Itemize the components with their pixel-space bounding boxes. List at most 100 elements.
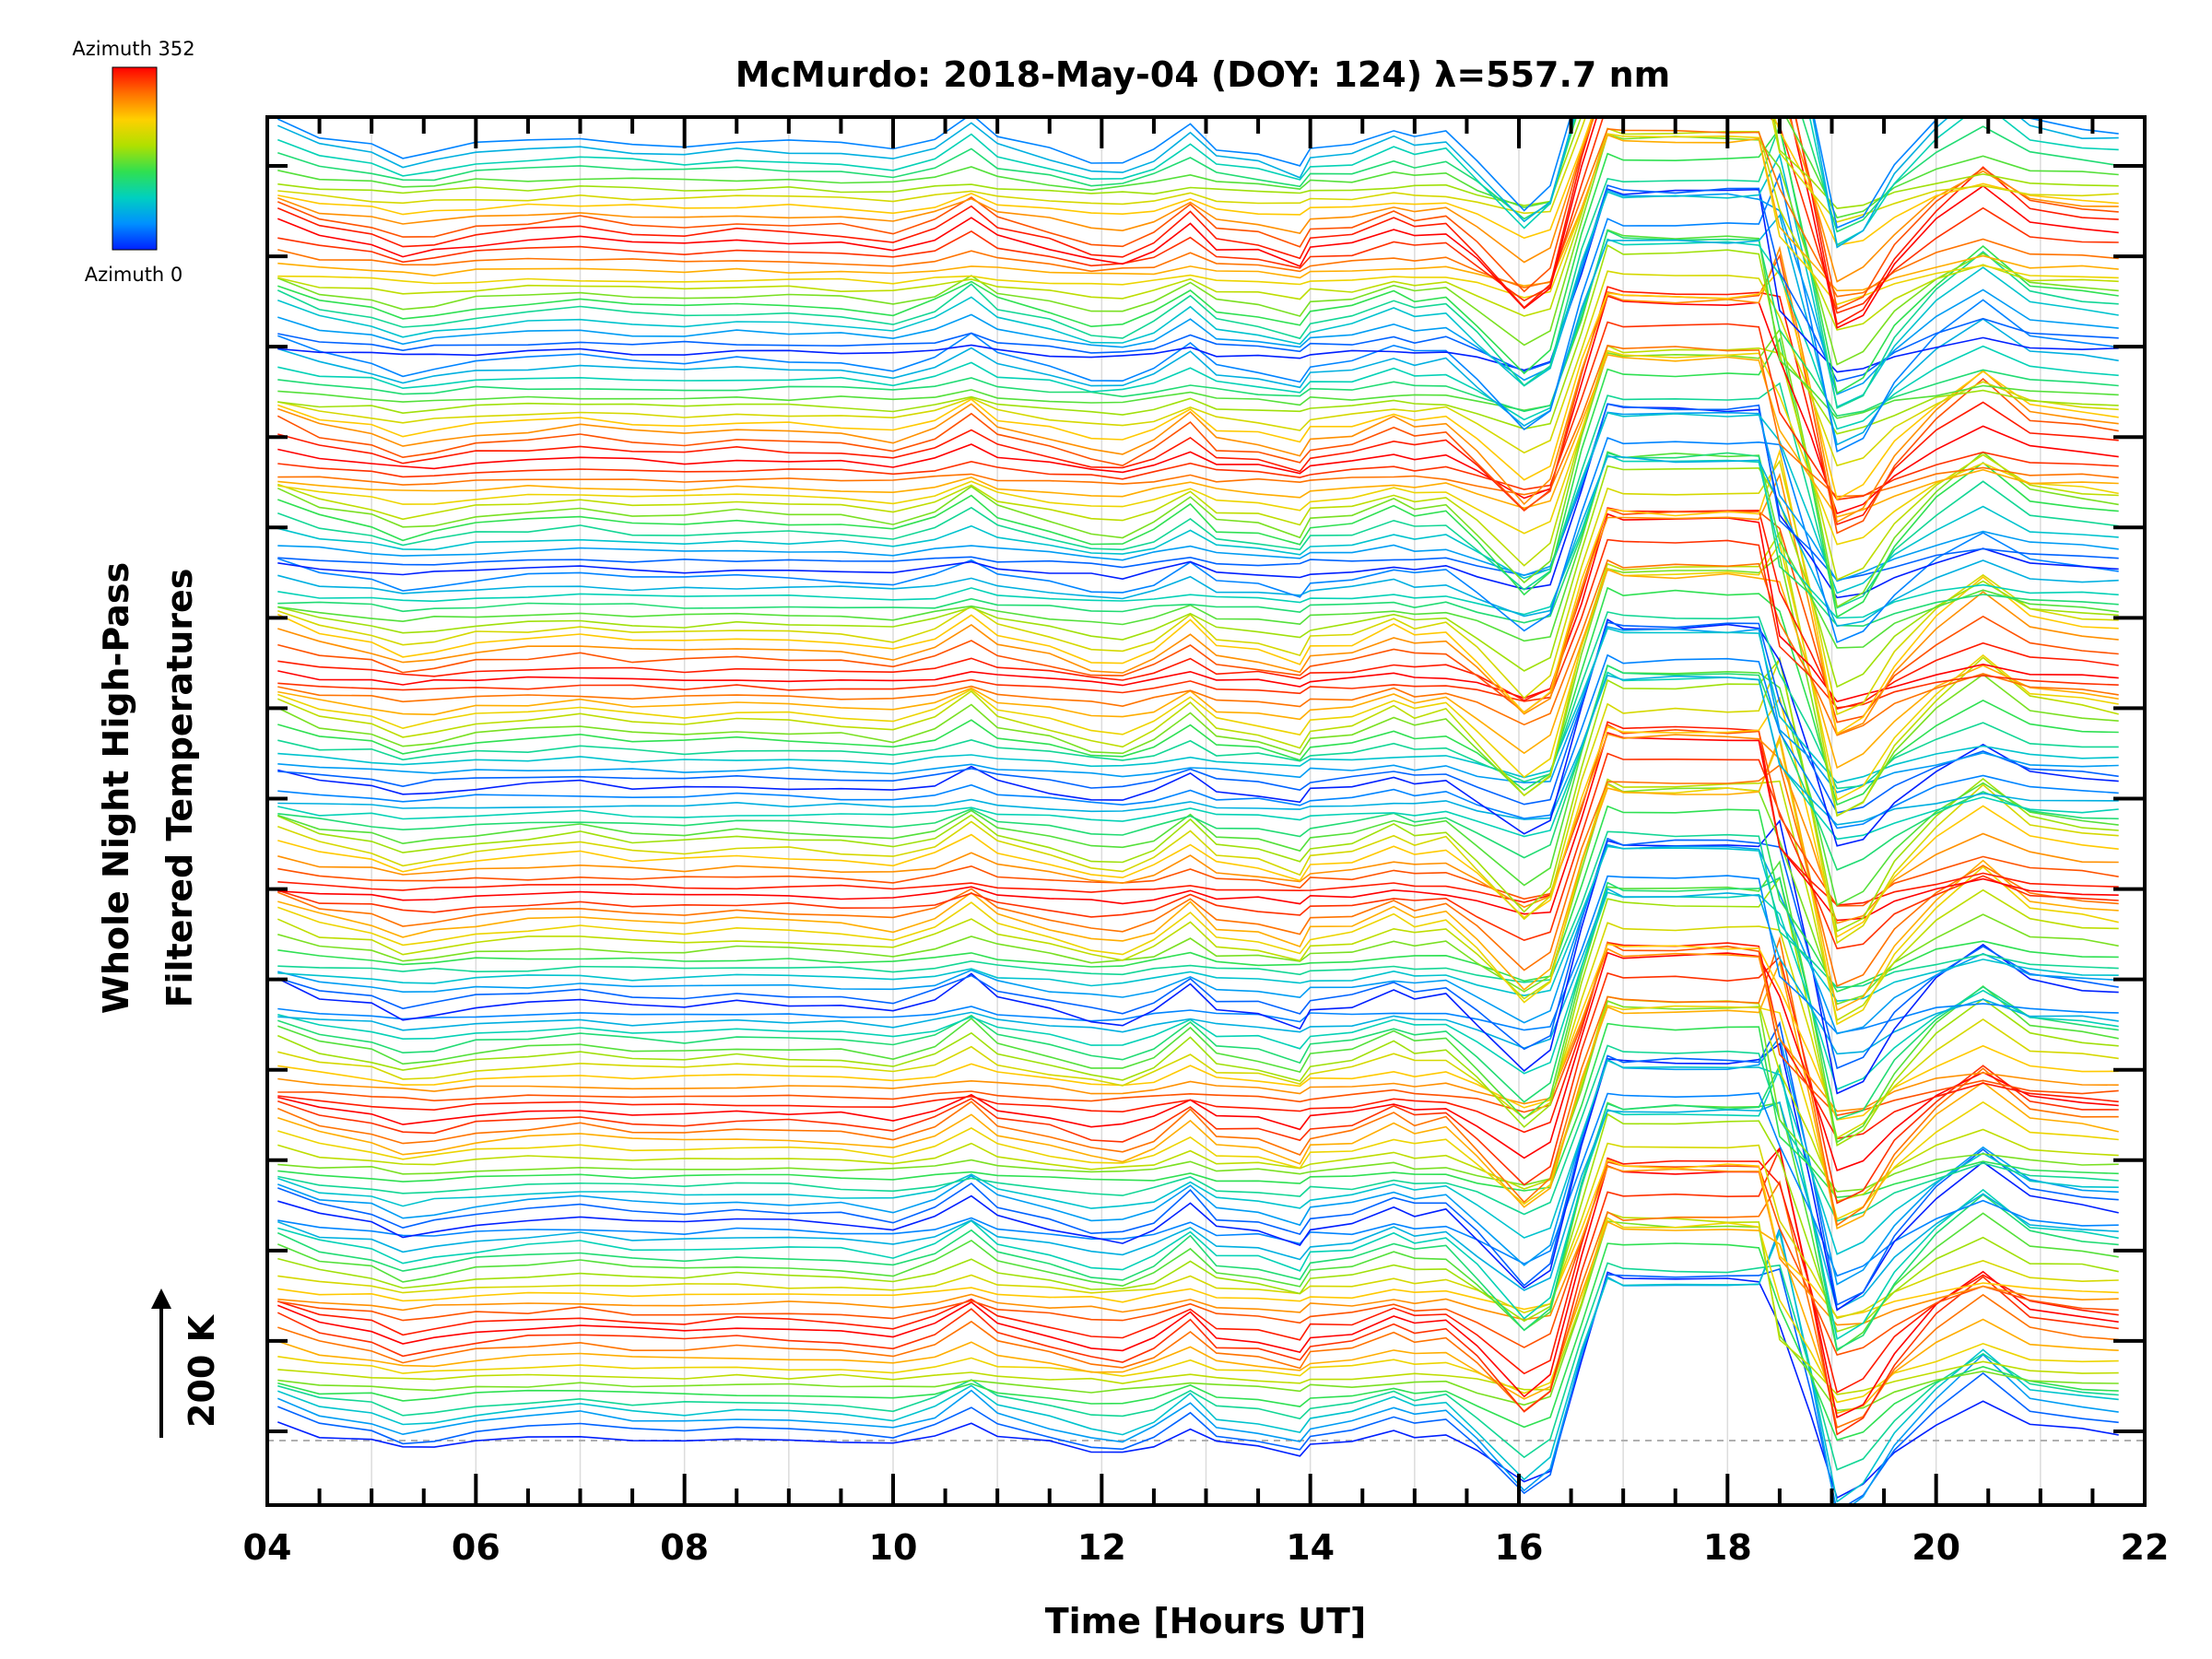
azimuth-trace	[277, 922, 2119, 1140]
azimuth-trace	[277, 653, 2119, 830]
azimuth-trace	[277, 117, 2119, 314]
azimuth-trace	[277, 507, 2119, 711]
azimuth-trace	[277, 875, 2119, 1034]
x-tick-label: 04	[243, 1527, 292, 1568]
colorbar-bottom-label: Azimuth 0	[85, 264, 183, 286]
azimuth-trace	[277, 1267, 2119, 1505]
azimuth-trace	[277, 618, 2119, 847]
azimuth-trace	[277, 737, 2119, 1026]
azimuth-trace	[276, 554, 2119, 818]
azimuth-trace	[277, 117, 2119, 246]
azimuth-trace	[277, 1005, 2119, 1220]
colorbar	[112, 66, 158, 251]
azimuth-trace	[277, 1092, 2119, 1277]
x-tick-labels: 04 06 08 10 12 14 16 18 20 22	[243, 1527, 2170, 1568]
azimuth-trace	[277, 1157, 2119, 1394]
azimuth-trace	[277, 1220, 2119, 1412]
azimuth-trace	[277, 1000, 2119, 1193]
azimuth-trace	[277, 733, 2119, 924]
azimuth-trace	[277, 805, 2119, 993]
azimuth-trace	[277, 403, 2119, 582]
azimuth-trace	[277, 845, 2119, 1003]
azimuth-trace	[277, 837, 2119, 1070]
azimuth-trace	[277, 189, 2119, 395]
azimuth-trace	[277, 664, 2119, 871]
azimuth-trace	[276, 778, 2119, 1022]
azimuth-trace	[277, 943, 2119, 1121]
y-axis-label-line2: Filtered Temperatures	[159, 569, 200, 1008]
azimuth-trace	[277, 721, 2119, 906]
azimuth-trace	[277, 188, 2119, 373]
azimuth-trace	[277, 295, 2119, 515]
azimuth-trace	[277, 1059, 2119, 1255]
azimuth-trace	[277, 696, 2119, 938]
axis-ticks	[265, 117, 2147, 1505]
azimuth-trace	[277, 270, 2119, 467]
x-tick-label: 22	[2121, 1527, 2170, 1568]
azimuth-trace	[277, 1042, 2119, 1312]
azimuth-trace	[277, 947, 2119, 1112]
azimuth-trace	[277, 117, 2119, 219]
x-axis-label: Time [Hours UT]	[1045, 1601, 1367, 1641]
azimuth-trace	[277, 214, 2119, 446]
azimuth-trace	[277, 1211, 2119, 1395]
azimuth-trace	[276, 117, 2119, 249]
azimuth-trace	[277, 244, 2119, 435]
azimuth-trace	[276, 117, 2119, 311]
azimuth-trace	[277, 117, 2119, 247]
azimuth-trace	[277, 611, 2119, 790]
azimuth-trace	[277, 134, 2119, 292]
azimuth-trace	[277, 455, 2119, 628]
azimuth-trace	[277, 888, 2119, 1055]
x-tick-label: 08	[660, 1527, 709, 1568]
azimuth-trace	[277, 472, 2119, 736]
azimuth-trace	[277, 568, 2119, 770]
chart-title: McMurdo: 2018-May-04 (DOY: 124) λ=557.7 …	[735, 54, 1671, 95]
azimuth-trace	[277, 1271, 2119, 1500]
azimuth-trace	[277, 229, 2119, 419]
azimuth-trace	[277, 731, 2119, 922]
x-tick-label: 20	[1912, 1527, 1960, 1568]
azimuth-trace	[277, 951, 2119, 1171]
x-tick-label: 10	[869, 1527, 918, 1568]
azimuth-trace	[277, 621, 2119, 814]
azimuth-trace	[277, 724, 2119, 907]
y-axis-label-line1: Whole Night High-Pass	[96, 562, 136, 1014]
azimuth-trace	[277, 353, 2119, 518]
azimuth-trace	[277, 117, 2119, 329]
azimuth-trace	[276, 117, 2119, 229]
azimuth-trace	[277, 382, 2119, 609]
azimuth-trace	[277, 286, 2119, 526]
azimuth-trace	[277, 133, 2119, 306]
azimuth-trace	[277, 451, 2119, 649]
azimuth-trace	[276, 448, 2119, 735]
azimuth-trace	[277, 843, 2119, 1035]
azimuth-trace	[277, 655, 2119, 945]
azimuth-trace	[277, 117, 2119, 283]
azimuth-trace	[277, 411, 2119, 582]
scale-label: 200 K	[182, 1313, 222, 1428]
azimuth-trace	[277, 508, 2119, 724]
azimuth-trace	[277, 671, 2119, 841]
azimuth-trace	[276, 123, 2119, 409]
azimuth-trace	[276, 1101, 2119, 1352]
azimuth-trace	[277, 763, 2119, 988]
azimuth-trace	[277, 752, 2119, 950]
series-traces	[276, 117, 2119, 1505]
x-tick-label: 12	[1077, 1527, 1126, 1568]
azimuth-trace	[277, 349, 2119, 546]
azimuth-trace	[277, 459, 2119, 716]
azimuth-trace	[277, 117, 2119, 209]
azimuth-trace	[277, 1217, 2119, 1404]
azimuth-trace	[277, 955, 2119, 1205]
azimuth-trace	[277, 1242, 2119, 1441]
azimuth-trace	[277, 344, 2119, 498]
colorbar-top-label: Azimuth 352	[72, 38, 194, 60]
azimuth-trace	[277, 538, 2119, 709]
azimuth-trace	[277, 117, 2119, 233]
azimuth-trace	[277, 1180, 2119, 1430]
azimuth-trace	[276, 253, 2119, 535]
azimuth-trace	[277, 941, 2119, 1140]
azimuth-trace	[277, 345, 2119, 582]
